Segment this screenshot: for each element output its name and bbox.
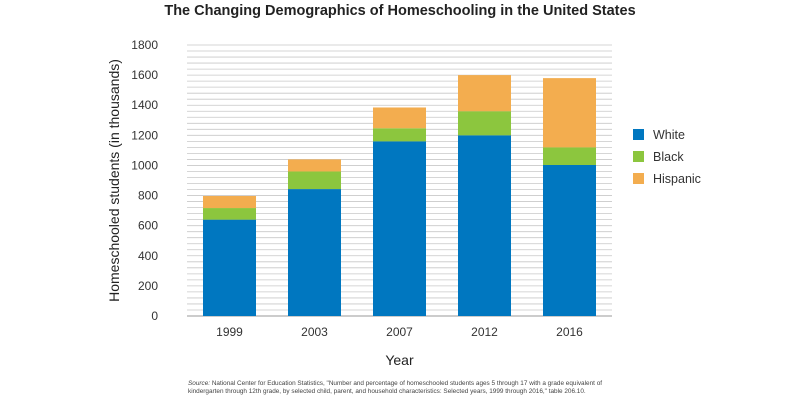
y-tick-label: 200 [138, 279, 158, 293]
bar-segment-hispanic [288, 159, 341, 172]
bar-segment-black [203, 208, 256, 220]
x-tick-label: 1999 [216, 325, 243, 339]
y-tick-label: 1800 [131, 38, 158, 52]
bar-segment-black [458, 111, 511, 136]
y-axis: 0 200 400 600 800 1000 1200 1400 1600 1800 [131, 38, 158, 323]
x-axis-title: Year [385, 352, 414, 368]
y-axis-title: Homeschooled students (in thousands) [106, 59, 122, 302]
y-tick-label: 0 [151, 309, 158, 323]
x-axis: 1999 2003 2007 2012 2016 [216, 325, 583, 339]
legend-swatch-hispanic [633, 173, 644, 184]
x-tick-label: 2003 [301, 325, 328, 339]
bars [203, 75, 596, 316]
bar-segment-white [288, 189, 341, 316]
y-tick-label: 1600 [131, 68, 158, 82]
y-tick-label: 1000 [131, 158, 158, 172]
bar-segment-white [458, 135, 511, 316]
bar-segment-white [543, 164, 596, 316]
y-tick-label: 600 [138, 219, 158, 233]
legend: White Black Hispanic [633, 128, 701, 186]
y-tick-label: 800 [138, 189, 158, 203]
legend-label-black: Black [653, 150, 684, 164]
source-label: Source: [188, 380, 211, 387]
y-tick-label: 1200 [131, 128, 158, 142]
x-tick-label: 2007 [386, 325, 413, 339]
legend-label-hispanic: Hispanic [653, 172, 701, 186]
bar-segment-hispanic [543, 78, 596, 148]
legend-swatch-white [633, 129, 644, 140]
y-tick-label: 1400 [131, 98, 158, 112]
bar-segment-white [203, 219, 256, 316]
bar-segment-white [373, 141, 426, 316]
bar-segment-hispanic [458, 75, 511, 112]
legend-label-white: White [653, 128, 685, 142]
source-note: Source: National Center for Education St… [188, 380, 618, 397]
bar-segment-black [373, 128, 426, 142]
bar-segment-black [543, 147, 596, 165]
x-tick-label: 2012 [471, 325, 498, 339]
chart-title: The Changing Demographics of Homeschooli… [164, 3, 636, 19]
legend-swatch-black [633, 151, 644, 162]
y-tick-label: 400 [138, 249, 158, 263]
bar-segment-hispanic [203, 196, 256, 209]
source-text: National Center for Education Statistics… [188, 380, 603, 396]
bar-segment-black [288, 171, 341, 190]
x-tick-label: 2016 [556, 325, 583, 339]
bar-segment-hispanic [373, 107, 426, 129]
